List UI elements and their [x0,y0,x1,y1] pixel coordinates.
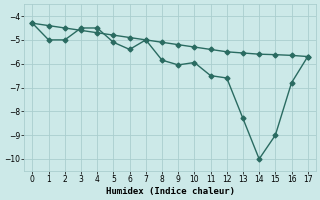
X-axis label: Humidex (Indice chaleur): Humidex (Indice chaleur) [106,187,235,196]
